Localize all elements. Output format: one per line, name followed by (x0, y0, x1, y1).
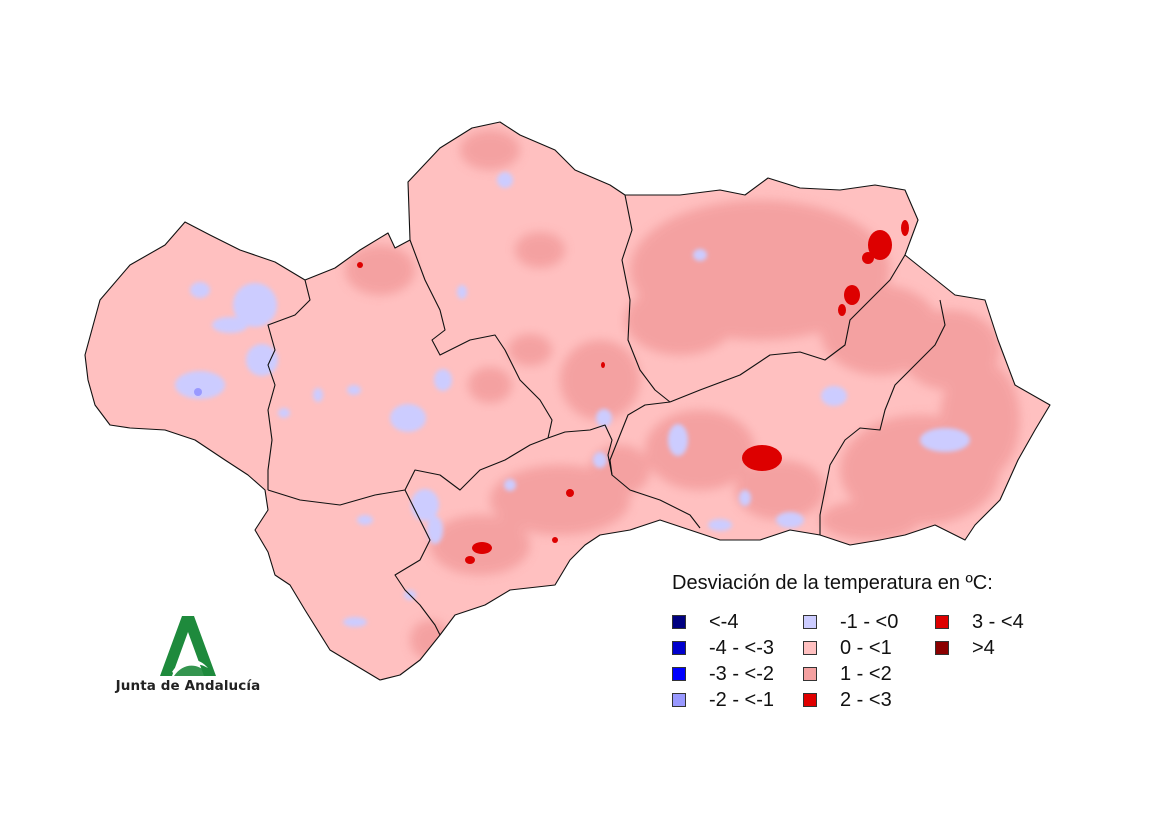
legend-swatch (803, 693, 817, 707)
legend-swatch (672, 615, 686, 629)
junta-de-andalucia-logo: Junta de Andalucía (108, 612, 268, 702)
legend-label: 1 - <2 (840, 662, 892, 685)
legend-label: >4 (972, 636, 995, 659)
legend-item: -3 - <-2 (672, 662, 774, 686)
warm-anomaly-patches (345, 130, 1020, 660)
hot-spots (357, 220, 909, 564)
legend-swatch (672, 693, 686, 707)
legend-item: -2 - <-1 (672, 688, 774, 712)
cold-spots (194, 388, 202, 396)
legend: Desviación de la temperatura en ºC: <-4 … (672, 572, 1072, 722)
legend-label: 2 - <3 (840, 688, 892, 711)
legend-item: 3 - <4 (935, 610, 1024, 634)
legend-label: 3 - <4 (972, 610, 1024, 633)
legend-title: Desviación de la temperatura en ºC: (672, 572, 993, 594)
legend-label: -1 - <0 (840, 610, 899, 633)
logo-text: Junta de Andalucía (115, 678, 261, 694)
legend-item: -4 - <-3 (672, 636, 774, 660)
legend-swatch (803, 667, 817, 681)
legend-swatch (935, 641, 949, 655)
legend-label: 0 - <1 (840, 636, 892, 659)
legend-swatch (672, 641, 686, 655)
legend-item: 0 - <1 (803, 636, 892, 660)
province-boundaries (84, 121, 1051, 681)
legend-item: >4 (935, 636, 995, 660)
andalucia-a-icon (160, 616, 216, 676)
legend-label: -4 - <-3 (709, 636, 775, 659)
legend-item: <-4 (672, 610, 738, 634)
legend-swatch (803, 615, 817, 629)
legend-swatch (803, 641, 817, 655)
legend-label: -3 - <-2 (709, 662, 775, 685)
legend-swatch (935, 615, 949, 629)
legend-item: 1 - <2 (803, 662, 892, 686)
legend-swatch (672, 667, 686, 681)
cool-anomaly-patches (175, 172, 970, 627)
legend-item: -1 - <0 (803, 610, 898, 634)
legend-label: -2 - <-1 (709, 688, 775, 711)
legend-item: 2 - <3 (803, 688, 892, 712)
legend-label: <-4 (709, 610, 739, 633)
